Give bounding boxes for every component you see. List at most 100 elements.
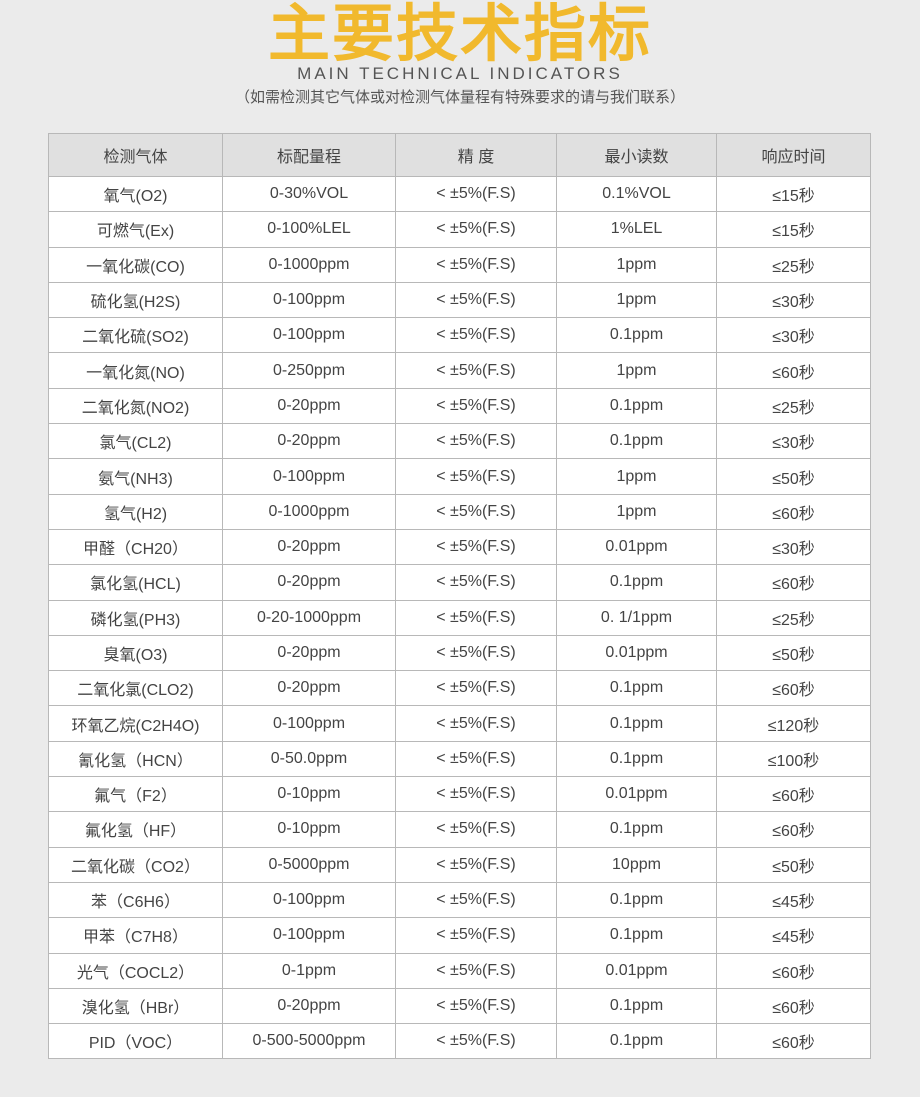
cell-accuracy: < ±5%(F.S) xyxy=(395,776,557,813)
cell-gas: 二氧化氯(CLO2) xyxy=(48,670,223,707)
cell-accuracy: < ±5%(F.S) xyxy=(395,352,557,389)
cell-accuracy: < ±5%(F.S) xyxy=(395,387,557,425)
cell-response-time: ≤60秒 xyxy=(716,564,871,601)
cell-range: 0-100ppm xyxy=(222,317,396,354)
cell-response-time: ≤45秒 xyxy=(716,917,871,954)
cell-response-time: ≤15秒 xyxy=(716,175,871,213)
cell-range: 0-20-1000ppm xyxy=(222,599,396,636)
cell-response-time: ≤50秒 xyxy=(716,846,871,883)
cell-min-reading: 0.01ppm xyxy=(556,952,717,989)
table-row: 硫化氢(H2S) 0-100ppm < ±5%(F.S) 1ppm ≤30秒 xyxy=(48,281,871,319)
cell-gas: 氯化氢(HCL) xyxy=(48,564,223,601)
cell-response-time: ≤25秒 xyxy=(716,246,871,283)
cell-min-reading: 1ppm xyxy=(556,352,717,389)
cell-min-reading: 0.1ppm xyxy=(556,1023,717,1060)
table-row: 氯气(CL2) 0-20ppm < ±5%(F.S) 0.1ppm ≤30秒 xyxy=(48,423,871,460)
column-header-gas: 检测气体 xyxy=(48,133,223,177)
cell-gas: 一氧化氮(NO) xyxy=(48,352,223,389)
cell-accuracy: < ±5%(F.S) xyxy=(395,1023,557,1060)
table-row: 一氧化碳(CO) 0-1000ppm < ±5%(F.S) 1ppm ≤25秒 xyxy=(48,246,871,283)
cell-min-reading: 0.01ppm xyxy=(556,634,717,672)
cell-gas: 二氧化硫(SO2) xyxy=(48,317,223,354)
cell-min-reading: 0.1ppm xyxy=(556,811,717,848)
cell-response-time: ≤60秒 xyxy=(716,776,871,813)
cell-range: 0-100ppm xyxy=(222,917,396,954)
table-row: 可燃气(Ex) 0-100%LEL < ±5%(F.S) 1%LEL ≤15秒 xyxy=(48,211,871,248)
cell-gas: 臭氧(O3) xyxy=(48,634,223,672)
cell-response-time: ≤30秒 xyxy=(716,281,871,319)
cell-response-time: ≤15秒 xyxy=(716,211,871,248)
cell-response-time: ≤50秒 xyxy=(716,634,871,672)
page-subtitle: MAIN TECHNICAL INDICATORS xyxy=(297,64,623,83)
cell-gas: 二氧化碳（CO2） xyxy=(48,846,223,883)
cell-gas: 氯气(CL2) xyxy=(48,423,223,460)
table-row: 氨气(NH3) 0-100ppm < ±5%(F.S) 1ppm ≤50秒 xyxy=(48,458,871,495)
cell-range: 0-100ppm xyxy=(222,881,396,919)
cell-response-time: ≤60秒 xyxy=(716,1023,871,1060)
cell-range: 0-1000ppm xyxy=(222,246,396,283)
cell-accuracy: < ±5%(F.S) xyxy=(395,317,557,354)
cell-range: 0-20ppm xyxy=(222,670,396,707)
table-row: 二氧化碳（CO2） 0-5000ppm < ±5%(F.S) 10ppm ≤50秒 xyxy=(48,846,871,883)
cell-response-time: ≤30秒 xyxy=(716,317,871,354)
cell-min-reading: 0.1ppm xyxy=(556,705,717,742)
cell-response-time: ≤30秒 xyxy=(716,423,871,460)
cell-gas: 氟化氢（HF） xyxy=(48,811,223,848)
cell-accuracy: < ±5%(F.S) xyxy=(395,705,557,742)
cell-range: 0-100ppm xyxy=(222,458,396,495)
cell-accuracy: < ±5%(F.S) xyxy=(395,281,557,319)
cell-min-reading: 0.1ppm xyxy=(556,564,717,601)
cell-gas: 溴化氢（HBr） xyxy=(48,987,223,1025)
cell-min-reading: 1ppm xyxy=(556,493,717,530)
table-row: 氟气（F2） 0-10ppm < ±5%(F.S) 0.01ppm ≤60秒 xyxy=(48,776,871,813)
cell-range: 0-250ppm xyxy=(222,352,396,389)
table-row: 一氧化氮(NO) 0-250ppm < ±5%(F.S) 1ppm ≤60秒 xyxy=(48,352,871,389)
cell-range: 0-50.0ppm xyxy=(222,740,396,778)
cell-accuracy: < ±5%(F.S) xyxy=(395,670,557,707)
table-row: 甲苯（C7H8） 0-100ppm < ±5%(F.S) 0.1ppm ≤45秒 xyxy=(48,917,871,954)
cell-range: 0-1ppm xyxy=(222,952,396,989)
cell-gas: 氢气(H2) xyxy=(48,493,223,530)
cell-gas: 可燃气(Ex) xyxy=(48,211,223,248)
cell-range: 0-100ppm xyxy=(222,281,396,319)
cell-min-reading: 0.1ppm xyxy=(556,317,717,354)
cell-accuracy: < ±5%(F.S) xyxy=(395,528,557,566)
indicators-table: 检测气体 标配量程精 度最小读数 响应时间 氧气(O2) 0-30%VOL < ±5%(… xyxy=(48,133,871,1060)
cell-min-reading: 0.1ppm xyxy=(556,740,717,778)
cell-accuracy: < ±5%(F.S) xyxy=(395,740,557,778)
cell-accuracy: < ±5%(F.S) xyxy=(395,917,557,954)
table-row: 氢气(H2) 0-1000ppm < ±5%(F.S) 1ppm ≤60秒 xyxy=(48,493,871,530)
cell-min-reading: 0.1%VOL xyxy=(556,175,717,213)
cell-gas: 氰化氢（HCN） xyxy=(48,740,223,778)
cell-min-reading: 0.1ppm xyxy=(556,423,717,460)
cell-response-time: ≤25秒 xyxy=(716,387,871,425)
table-row: PID（VOC） 0-500-5000ppm < ±5%(F.S) 0.1ppm ≤60… xyxy=(48,1023,871,1060)
table-row: 溴化氢（HBr） 0-20ppm < ±5%(F.S) 0.1ppm ≤60秒 xyxy=(48,987,871,1025)
cell-min-reading: 0. 1/1ppm xyxy=(556,599,717,636)
column-header-accuracy: 精 度 xyxy=(395,133,557,177)
cell-gas: 氨气(NH3) xyxy=(48,458,223,495)
cell-response-time: ≤25秒 xyxy=(716,599,871,636)
column-header-range: 标配量程 xyxy=(222,133,396,177)
cell-response-time: ≤60秒 xyxy=(716,952,871,989)
cell-range: 0-500-5000ppm xyxy=(222,1023,396,1060)
cell-accuracy: < ±5%(F.S) xyxy=(395,881,557,919)
cell-min-reading: 0.1ppm xyxy=(556,987,717,1025)
cell-min-reading: 0.1ppm xyxy=(556,670,717,707)
cell-min-reading: 0.1ppm xyxy=(556,387,717,425)
table-row: 臭氧(O3) 0-20ppm < ±5%(F.S) 0.01ppm ≤50秒 xyxy=(48,634,871,672)
cell-min-reading: 1ppm xyxy=(556,281,717,319)
cell-range: 0-30%VOL xyxy=(222,175,396,213)
table-row: 甲醛（CH20） 0-20ppm < ±5%(F.S) 0.01ppm ≤30秒 xyxy=(48,528,871,566)
cell-response-time: ≤60秒 xyxy=(716,352,871,389)
column-header-min-reading: 最小读数 xyxy=(556,133,717,177)
cell-min-reading: 10ppm xyxy=(556,846,717,883)
cell-min-reading: 1ppm xyxy=(556,458,717,495)
cell-response-time: ≤45秒 xyxy=(716,881,871,919)
cell-accuracy: < ±5%(F.S) xyxy=(395,493,557,530)
cell-response-time: ≤60秒 xyxy=(716,670,871,707)
cell-range: 0-10ppm xyxy=(222,811,396,848)
table-row: 氧气(O2) 0-30%VOL < ±5%(F.S) 0.1%VOL ≤15秒 xyxy=(48,175,871,213)
cell-gas: 甲苯（C7H8） xyxy=(48,917,223,954)
cell-accuracy: < ±5%(F.S) xyxy=(395,599,557,636)
